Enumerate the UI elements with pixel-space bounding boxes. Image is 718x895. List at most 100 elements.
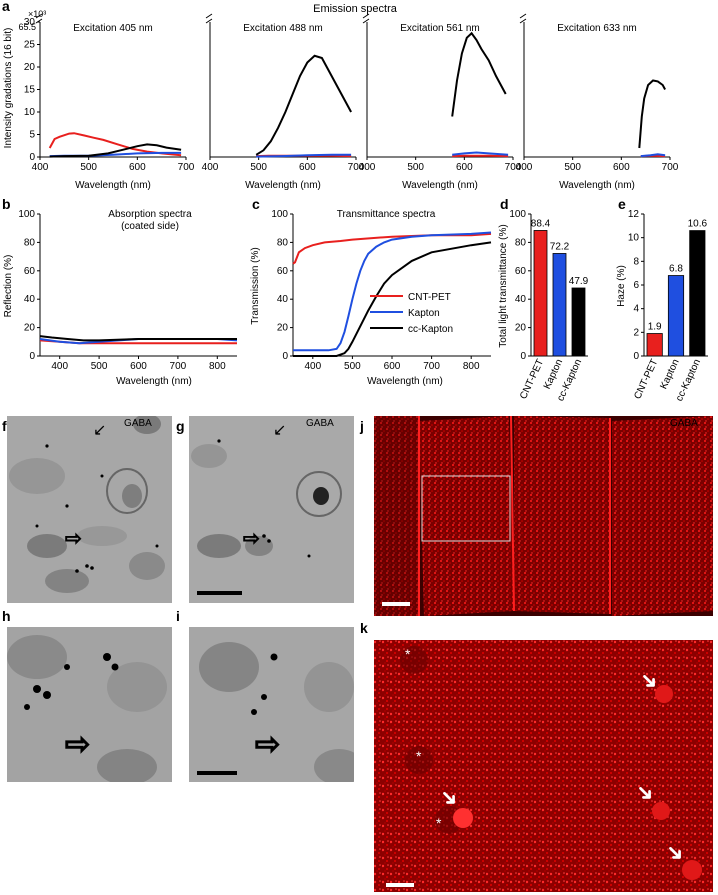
em-texture-i <box>189 627 354 782</box>
x-tick-label: 700 <box>348 162 365 173</box>
fluo-texture-k <box>374 640 713 892</box>
y-top-label: 65.5 <box>18 22 36 32</box>
panel-letter-d: d <box>500 196 509 212</box>
b-xlabel: Wavelength (nm) <box>116 376 192 387</box>
bar-value-label: 1.9 <box>648 322 662 333</box>
b-title-1: Absorption spectra <box>108 209 192 220</box>
subplot-xlabel-1: Wavelength (nm) <box>75 180 151 191</box>
c-ylabel: Transmission (%) <box>250 247 261 324</box>
em-micrograph-f: GABA ↙ ⇨ <box>7 416 172 603</box>
transmittance-chart: Transmittance spectra Transmission (%) W… <box>250 209 492 387</box>
bar-value-label: 72.2 <box>550 241 570 252</box>
legend: CNT-PET Kapton cc-Kapton <box>370 292 453 335</box>
axis-break-mark <box>362 13 370 24</box>
g-hollow-arrow-icon: ⇨ <box>243 528 261 551</box>
k-scale-bar <box>386 883 414 887</box>
i-scale-bar <box>197 771 237 775</box>
em-texture-h <box>7 627 172 782</box>
bar-cc-kapton <box>689 230 706 357</box>
series-line-kapton <box>640 153 666 158</box>
series-line-cnt-pet <box>48 132 182 157</box>
panel-letter-i: i <box>176 608 180 624</box>
j-label: GABA <box>670 418 698 429</box>
subplot-title-2: Excitation 488 nm <box>243 23 323 34</box>
x-tick-label: 500 <box>91 361 108 372</box>
panel-letter-j: j <box>360 418 364 434</box>
x-tick-label: 600 <box>299 162 316 173</box>
y-tick-label: 20 <box>24 62 36 73</box>
bar-value-label: 88.4 <box>531 218 551 229</box>
k-asterisk-icon: * <box>405 646 411 662</box>
panel-letter-h: h <box>2 608 11 624</box>
y-tick-label: 40 <box>277 294 289 305</box>
y-multiplier: ×10³ <box>28 9 46 19</box>
x-tick-label: 700 <box>505 162 522 173</box>
legend-label-kapton: Kapton <box>408 308 440 319</box>
y-tick-label: 60 <box>277 266 289 277</box>
y-tick-label: 20 <box>515 323 527 334</box>
series-line-cc-kapton <box>49 143 182 158</box>
x-tick-label: 400 <box>51 361 68 372</box>
em-micrograph-g: GABA ↙ ⇨ <box>189 416 354 603</box>
fluorescence-image-k: * * * ➜ ➜ ➜ ➜ <box>374 640 713 892</box>
subplot-title-4: Excitation 633 nm <box>557 23 637 34</box>
j-inset-box <box>421 475 511 542</box>
em-micrograph-h: ⇨ <box>7 627 172 782</box>
y-tick-label: 6 <box>633 280 639 291</box>
b-ylabel: Reflection (%) <box>3 255 14 318</box>
y-tick-label: 15 <box>24 85 36 96</box>
e-ylabel: Haze (%) <box>616 265 627 307</box>
series-line-cc-kapton <box>451 31 507 117</box>
category-label: Kapton <box>658 358 681 391</box>
x-tick-label: 700 <box>662 162 679 173</box>
absorption-chart: Absorption spectra (coated side) Reflect… <box>3 209 238 387</box>
y-tick-label: 0 <box>282 351 288 362</box>
panel-letter-b: b <box>2 196 11 212</box>
legend-label-cnt-pet: CNT-PET <box>408 292 451 303</box>
y-tick-label: 4 <box>633 304 639 315</box>
series-line-kapton <box>293 231 492 352</box>
y-tick-label: 100 <box>18 209 35 220</box>
y-tick-label: 40 <box>24 294 36 305</box>
c-title: Transmittance spectra <box>337 209 436 220</box>
x-tick-label: 500 <box>250 162 267 173</box>
panel-letter-g: g <box>176 418 185 434</box>
x-tick-label: 800 <box>463 361 480 372</box>
subplot-xlabel-3: Wavelength (nm) <box>402 180 478 191</box>
k-asterisk-icon: * <box>416 748 422 764</box>
y-tick-label: 0 <box>29 152 35 163</box>
series-line-kapton <box>256 153 352 158</box>
panel-letter-a: a <box>2 0 10 14</box>
series-line-cc-kapton <box>39 335 237 342</box>
subplot-title-3: Excitation 561 nm <box>400 23 480 34</box>
y-tick-label: 0 <box>520 351 526 362</box>
b-title-2: (coated side) <box>121 221 179 232</box>
bar-cnt-pet <box>646 333 663 357</box>
g-small-arrow-icon: ↙ <box>273 422 287 439</box>
x-tick-label: 500 <box>80 162 97 173</box>
f-hollow-arrow-icon: ⇨ <box>65 528 83 551</box>
fluorescence-image-j: GABA <box>374 416 713 616</box>
series-line-kapton <box>452 151 509 156</box>
category-label: CNT-PET <box>632 358 660 401</box>
bar-cnt-pet <box>533 230 548 357</box>
subplot-title-1: Excitation 405 nm <box>73 23 153 34</box>
j-scale-bar <box>382 602 410 606</box>
x-tick-label: 600 <box>456 162 473 173</box>
bar-kapton <box>667 275 685 357</box>
y-tick-label: 60 <box>24 266 36 277</box>
y-tick-label: 100 <box>271 209 288 220</box>
series-line-cc-kapton <box>293 241 492 357</box>
y-tick-label: 20 <box>277 323 289 334</box>
x-tick-label: 400 <box>202 162 219 173</box>
axis-break-mark <box>35 13 43 24</box>
x-tick-label: 800 <box>209 361 226 372</box>
d-ylabel: Total light transmittance (%) <box>498 224 509 347</box>
y-tick-label: 0 <box>29 351 35 362</box>
bar-cc-kapton <box>571 287 586 357</box>
bar-value-label: 6.8 <box>669 264 683 275</box>
y-tick-label: 2 <box>633 327 639 338</box>
y-tick-label: 0 <box>633 351 639 362</box>
f-label: GABA <box>124 418 152 429</box>
panel-letter-k: k <box>360 620 368 636</box>
